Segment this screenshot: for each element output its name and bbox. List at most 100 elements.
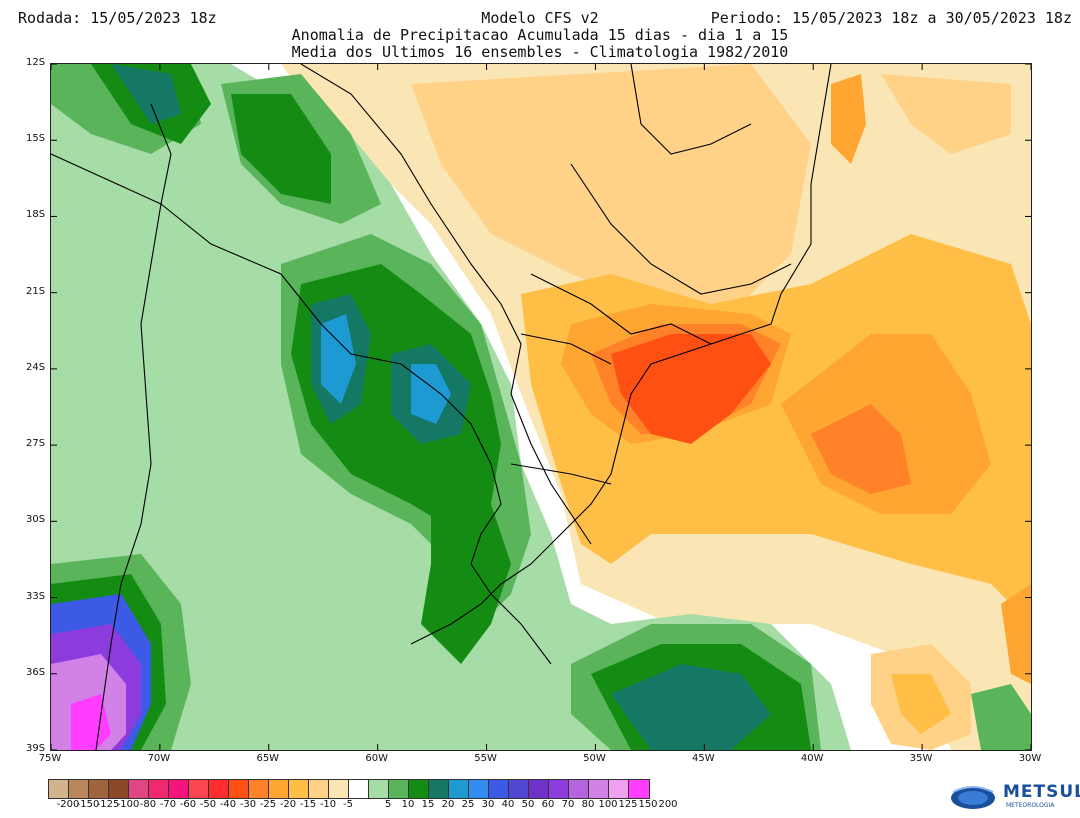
color-scale-swatch xyxy=(589,780,609,798)
color-scale-label: 20 xyxy=(441,799,455,810)
color-scale-label: 15 xyxy=(421,799,435,810)
border-bolivia-paraguay xyxy=(160,203,502,565)
precipitation-anomaly-map xyxy=(51,64,1031,750)
color-scale-label: 50 xyxy=(521,799,535,810)
border-argentina-uruguay xyxy=(470,563,552,665)
color-scale-label: -20 xyxy=(279,799,297,810)
color-scale-label: -15 xyxy=(299,799,317,810)
west-coastline xyxy=(95,103,172,750)
lon-label: 40W xyxy=(800,753,824,764)
color-scale-swatch xyxy=(89,780,109,798)
border-brazil-argentina xyxy=(510,393,592,545)
color-scale-swatch xyxy=(549,780,569,798)
color-scale-swatch xyxy=(449,780,469,798)
title-line-model: Modelo CFS v2 xyxy=(481,9,599,27)
lon-label: 35W xyxy=(909,753,933,764)
color-scale-label: -100 xyxy=(116,799,140,810)
lon-label: 65W xyxy=(256,753,280,764)
color-scale-label: 100 xyxy=(598,799,618,810)
color-scale-swatch xyxy=(189,780,209,798)
color-scale-swatch xyxy=(369,780,389,798)
color-scale-swatch xyxy=(209,780,229,798)
lat-label: 30S xyxy=(26,514,46,526)
color-scale-label: -200 xyxy=(56,799,80,810)
color-scale-swatch xyxy=(469,780,489,798)
color-scale-swatch xyxy=(569,780,589,798)
color-scale-swatch xyxy=(129,780,149,798)
color-scale-label: 25 xyxy=(461,799,475,810)
title-line-variable: Anomalia de Precipitacao Acumulada 15 di… xyxy=(291,26,789,44)
brazil-state-borders-3 xyxy=(630,64,752,155)
graticule-ticks xyxy=(51,64,1031,750)
run-label: Rodada: 15/05/2023 18z xyxy=(18,9,217,27)
lat-label: 18S xyxy=(26,209,46,221)
color-scale-swatch xyxy=(529,780,549,798)
color-scale-label: -60 xyxy=(179,799,197,810)
color-scale-label: -25 xyxy=(259,799,277,810)
brazil-state-borders xyxy=(570,163,792,295)
east-coastline xyxy=(410,64,832,645)
lat-label: 15S xyxy=(26,133,46,145)
color-scale-label: 200 xyxy=(658,799,678,810)
map-panel xyxy=(50,63,1032,751)
color-scale-swatch xyxy=(409,780,429,798)
logo-subtitle: METEOROLOGIA xyxy=(1006,802,1055,809)
color-scale-swatch xyxy=(349,780,369,798)
lon-label: 30W xyxy=(1018,753,1042,764)
color-scale-swatch xyxy=(169,780,189,798)
color-scale-label: -40 xyxy=(219,799,237,810)
color-scale-swatch xyxy=(509,780,529,798)
color-scale-swatch xyxy=(149,780,169,798)
color-scale-label: 70 xyxy=(561,799,575,810)
color-scale-label: 60 xyxy=(541,799,555,810)
color-scale-swatch xyxy=(229,780,249,798)
logo-text: METSUL xyxy=(1003,782,1080,802)
color-scale-swatch xyxy=(249,780,269,798)
lon-label: 50W xyxy=(583,753,606,764)
wet-anomaly-field xyxy=(51,64,1031,750)
color-scale-label: 30 xyxy=(481,799,495,810)
color-scale-label: -10 xyxy=(319,799,337,810)
lat-label: 39S xyxy=(26,743,46,754)
color-scale-label: 10 xyxy=(401,799,415,810)
color-scale-swatch xyxy=(289,780,309,798)
brazil-state-borders-5 xyxy=(510,463,612,485)
color-scale-label: -150 xyxy=(76,799,100,810)
border-brazil-bolivia xyxy=(300,64,522,395)
color-scale-label: 5 xyxy=(384,799,392,810)
lon-label: 60W xyxy=(365,753,388,764)
color-scale-swatch xyxy=(329,780,349,798)
globe-icon xyxy=(951,786,995,809)
lat-label: 12S xyxy=(26,57,46,68)
lat-label: 27S xyxy=(26,438,46,450)
period-label: Periodo: 15/05/2023 18z a 30/05/2023 18z xyxy=(710,9,1072,27)
lon-label: 45W xyxy=(692,753,715,764)
color-scale-swatch xyxy=(69,780,89,798)
lat-label: 24S xyxy=(26,361,46,373)
lat-label: 21S xyxy=(26,285,46,297)
border-peru-bolivia xyxy=(51,153,162,205)
color-scale xyxy=(48,779,650,799)
color-scale-label: -5 xyxy=(343,799,353,810)
color-scale-swatch xyxy=(109,780,129,798)
color-scale-label: 150 xyxy=(638,799,658,810)
lon-label: 55W xyxy=(474,753,497,764)
lat-label: 36S xyxy=(26,666,46,678)
color-scale-label: -50 xyxy=(199,799,217,810)
lon-label: 70W xyxy=(147,753,171,764)
brazil-state-borders-4 xyxy=(520,333,612,365)
color-scale-label: -80 xyxy=(139,799,157,810)
color-scale-swatch xyxy=(429,780,449,798)
color-scale-swatch xyxy=(269,780,289,798)
color-scale-swatch xyxy=(49,780,69,798)
color-scale-swatch xyxy=(489,780,509,798)
color-scale-label: 40 xyxy=(501,799,515,810)
color-scale-labels: -200 -150 -125 -100 -80 -70 -60 -50 -40 -30 -25 -20… xyxy=(48,800,888,812)
coastline-and-borders xyxy=(51,64,832,750)
color-scale-swatch xyxy=(609,780,629,798)
color-scale-label: -30 xyxy=(239,799,257,810)
color-scale-label: -125 xyxy=(96,799,120,810)
lat-label: 33S xyxy=(26,590,46,602)
brazil-state-borders-2 xyxy=(530,273,712,345)
color-scale-label: -70 xyxy=(159,799,177,810)
